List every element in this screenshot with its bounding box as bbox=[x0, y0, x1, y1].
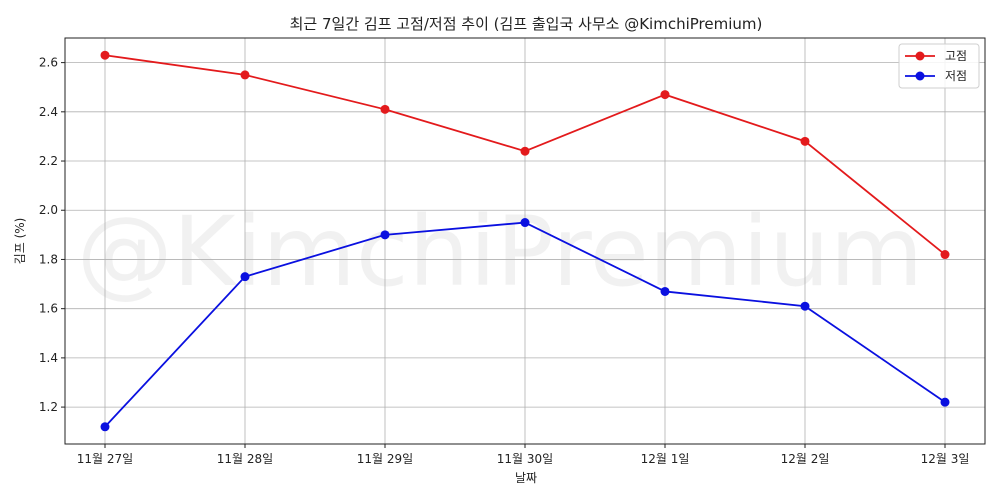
y-axis-ticks: 1.2 1.4 1.6 1.8 2.0 2.2 2.4 2.6 bbox=[39, 56, 65, 414]
y-tick-label: 2.4 bbox=[39, 105, 58, 119]
y-tick-label: 1.6 bbox=[39, 302, 58, 316]
x-tick-label: 11월 30일 bbox=[497, 452, 553, 466]
data-point bbox=[660, 90, 670, 100]
legend-marker bbox=[915, 51, 925, 61]
x-axis-ticks: 11월 27일 11월 28일 11월 29일 11월 30일 12월 1일 12월 2일… bbox=[77, 444, 970, 466]
data-point bbox=[800, 136, 810, 146]
data-point bbox=[520, 218, 530, 228]
series-high bbox=[100, 50, 950, 260]
x-tick-label: 12월 1일 bbox=[641, 452, 690, 466]
y-tick-label: 2.2 bbox=[39, 154, 58, 168]
x-tick-label: 12월 2일 bbox=[781, 452, 830, 466]
legend-label: 저점 bbox=[945, 69, 967, 83]
x-tick-label: 11월 27일 bbox=[77, 452, 133, 466]
data-point bbox=[100, 422, 110, 432]
data-point bbox=[100, 50, 110, 60]
y-tick-label: 1.4 bbox=[39, 351, 58, 365]
data-point bbox=[800, 301, 810, 311]
y-tick-label: 2.6 bbox=[39, 56, 58, 70]
y-tick-label: 2.0 bbox=[39, 203, 58, 217]
legend-marker bbox=[915, 71, 925, 81]
data-point bbox=[940, 250, 950, 260]
series-low bbox=[100, 218, 950, 432]
data-point bbox=[240, 70, 250, 80]
y-tick-label: 1.2 bbox=[39, 400, 58, 414]
x-axis-label: 날짜 bbox=[515, 471, 537, 485]
data-point bbox=[940, 397, 950, 407]
y-axis-label: 김프 (%) bbox=[13, 218, 27, 265]
data-point bbox=[660, 286, 670, 296]
x-tick-label: 11월 28일 bbox=[217, 452, 273, 466]
x-tick-label: 11월 29일 bbox=[357, 452, 413, 466]
data-point bbox=[240, 272, 250, 282]
chart-title: 최근 7일간 김프 고점/저점 추이 (김프 출입국 사무소 @KimchiPr… bbox=[290, 15, 763, 33]
data-point bbox=[380, 104, 390, 114]
data-point bbox=[520, 146, 530, 156]
data-point bbox=[380, 230, 390, 240]
series-group bbox=[100, 50, 950, 432]
x-tick-label: 12월 3일 bbox=[921, 452, 970, 466]
watermark-text: @KimchiPremium bbox=[77, 196, 924, 308]
y-tick-label: 1.8 bbox=[39, 252, 58, 266]
legend-label: 고점 bbox=[945, 49, 967, 63]
